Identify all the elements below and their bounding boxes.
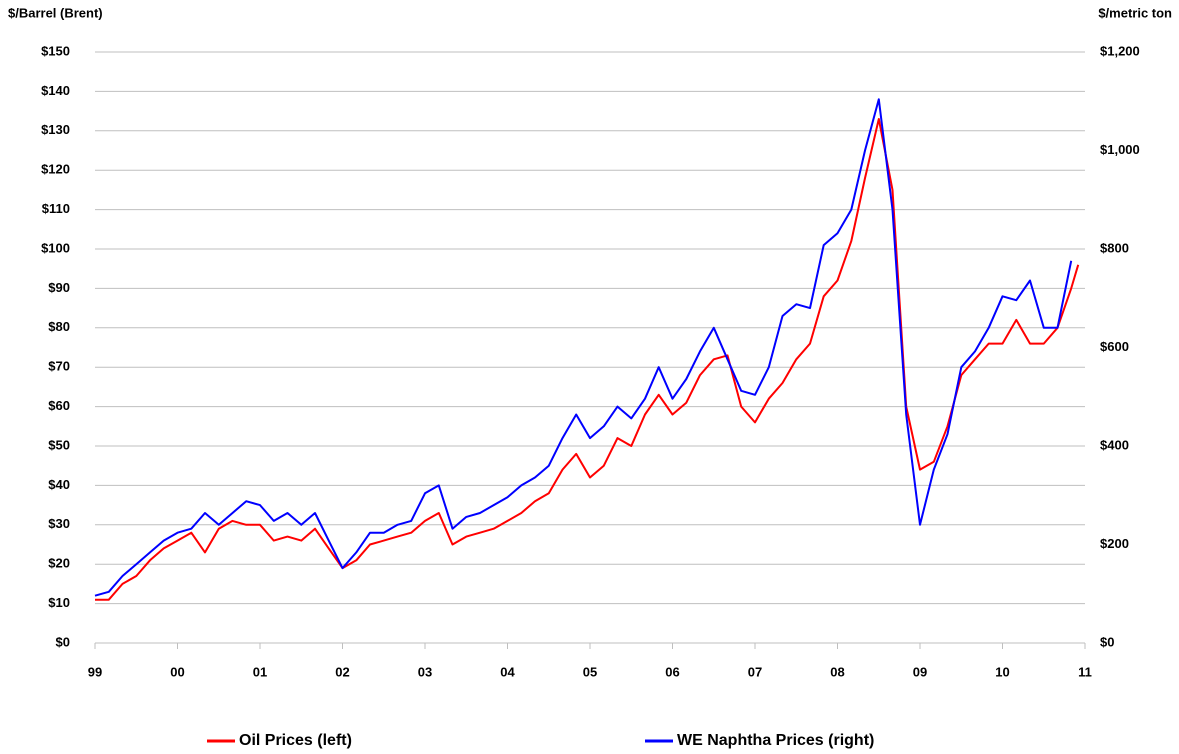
- line-series: [95, 118, 1080, 601]
- y-tick-label: $50: [48, 437, 70, 452]
- y-tick-label: $0: [56, 634, 70, 649]
- x-tick-label: 03: [418, 664, 432, 679]
- line-series: [94, 98, 1073, 597]
- x-tick-label: 05: [583, 664, 597, 679]
- x-tick-label: 99: [88, 664, 102, 679]
- x-tick-label: 04: [500, 664, 515, 679]
- y-tick-label: $60: [48, 398, 70, 413]
- y-tick-label: $30: [48, 516, 70, 531]
- legend-label: WE Naphtha Prices (right): [677, 732, 874, 749]
- y-tick-label: $70: [48, 359, 70, 374]
- y-tick-label: $140: [41, 83, 70, 98]
- x-tick-label: 08: [830, 664, 844, 679]
- y2-tick-label: $200: [1100, 536, 1129, 551]
- x-tick-label: 06: [665, 664, 679, 679]
- x-tick-label: 10: [995, 664, 1009, 679]
- y-tick-label: $150: [41, 43, 70, 58]
- y-tick-label: $20: [48, 556, 70, 571]
- x-tick-label: 02: [335, 664, 349, 679]
- y-tick-label: $120: [41, 162, 70, 177]
- y-tick-label: $80: [48, 319, 70, 334]
- y-tick-label: $40: [48, 477, 70, 492]
- y2-tick-label: $0: [1100, 634, 1114, 649]
- x-tick-label: 09: [913, 664, 927, 679]
- y-tick-label: $10: [48, 595, 70, 610]
- y2-tick-label: $1,200: [1100, 43, 1140, 58]
- y2-tick-label: $600: [1100, 339, 1129, 354]
- y-axis-title: $/Barrel (Brent): [8, 5, 103, 20]
- y2-tick-label: $800: [1100, 240, 1129, 255]
- y2-axis-title: $/metric ton: [1098, 5, 1172, 20]
- y-tick-label: $110: [42, 201, 70, 216]
- legend-label: Oil Prices (left): [239, 732, 352, 749]
- y2-tick-label: $1,000: [1100, 142, 1140, 157]
- y2-tick-label: $400: [1100, 437, 1129, 452]
- y-tick-label: $100: [41, 240, 70, 255]
- y-tick-label: $90: [48, 280, 70, 295]
- x-tick-label: 07: [748, 664, 762, 679]
- x-tick-label: 01: [253, 664, 267, 679]
- y-tick-label: $130: [41, 122, 70, 137]
- x-tick-label: 11: [1078, 664, 1092, 679]
- x-tick-label: 00: [170, 664, 184, 679]
